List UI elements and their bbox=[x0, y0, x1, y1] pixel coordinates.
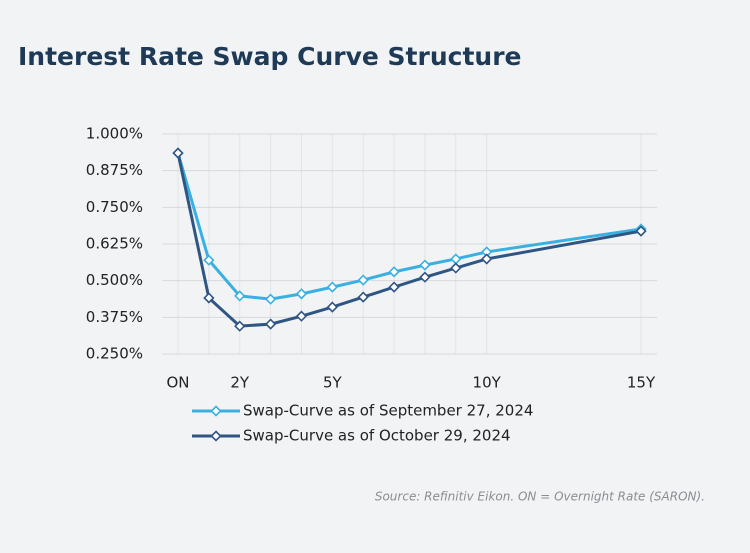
x-tick-label: 10Y bbox=[473, 374, 502, 392]
data-point bbox=[172, 147, 184, 159]
data-point bbox=[295, 310, 308, 322]
legend-marker bbox=[210, 405, 222, 417]
x-tick-label: 2Y bbox=[230, 374, 250, 392]
y-tick-label: 0.375% bbox=[86, 308, 143, 326]
y-tick-label: 1.000% bbox=[86, 125, 143, 143]
source-note: Source: Refinitiv Eikon. ON = Overnight … bbox=[375, 490, 705, 504]
data-point bbox=[450, 262, 462, 274]
data-point bbox=[450, 253, 462, 265]
y-tick-label: 0.750% bbox=[86, 198, 143, 216]
data-point bbox=[419, 271, 431, 283]
data-point bbox=[481, 253, 493, 265]
legend-label: Swap-Curve as of October 29, 2024 bbox=[243, 427, 511, 445]
legend-label: Swap-Curve as of September 27, 2024 bbox=[243, 402, 533, 420]
data-point bbox=[326, 281, 338, 293]
data-point bbox=[264, 293, 277, 305]
data-point bbox=[203, 292, 215, 304]
series-line bbox=[176, 152, 642, 301]
x-tick-label: 15Y bbox=[627, 374, 656, 392]
data-point bbox=[203, 254, 215, 266]
series-line bbox=[176, 152, 642, 328]
data-point bbox=[264, 318, 277, 330]
data-point bbox=[357, 274, 369, 286]
data-point bbox=[326, 301, 338, 313]
data-point bbox=[635, 225, 647, 237]
data-point bbox=[388, 266, 400, 278]
y-tick-label: 0.625% bbox=[86, 235, 143, 253]
legend-marker bbox=[210, 430, 222, 442]
data-point bbox=[419, 259, 431, 271]
x-tick-label: ON bbox=[166, 374, 189, 392]
y-tick-label: 0.500% bbox=[86, 271, 143, 289]
data-point bbox=[357, 291, 369, 303]
data-point bbox=[234, 320, 246, 332]
data-point bbox=[388, 281, 400, 293]
x-tick-label: 5Y bbox=[323, 374, 343, 392]
data-point bbox=[295, 288, 308, 300]
y-tick-label: 0.250% bbox=[86, 345, 143, 363]
y-tick-label: 0.875% bbox=[86, 161, 143, 179]
data-point bbox=[234, 290, 246, 302]
chart-title: Interest Rate Swap Curve Structure bbox=[18, 42, 522, 71]
